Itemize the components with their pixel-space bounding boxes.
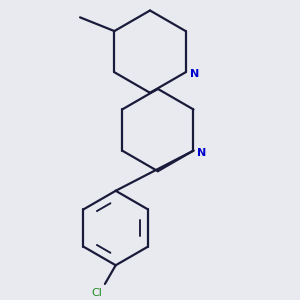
- Text: N: N: [190, 69, 199, 79]
- Text: Cl: Cl: [91, 288, 102, 298]
- Text: N: N: [197, 148, 207, 158]
